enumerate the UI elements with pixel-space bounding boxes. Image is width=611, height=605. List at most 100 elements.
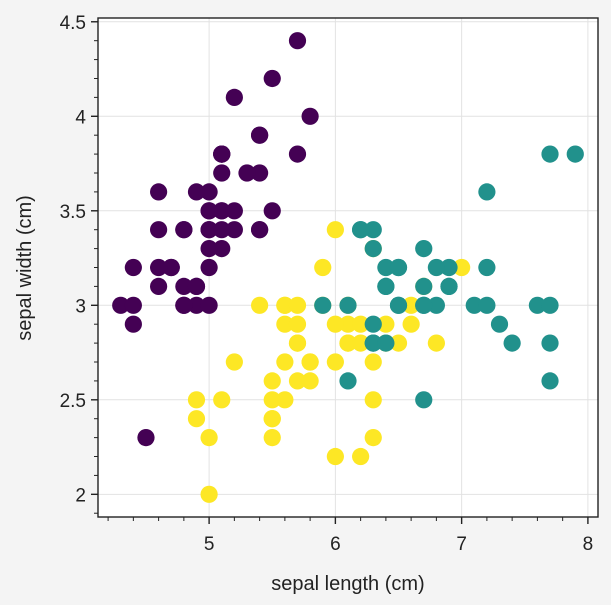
scatter-point — [326, 315, 344, 333]
scatter-point — [175, 221, 193, 239]
plot-background — [98, 18, 598, 517]
scatter-point — [175, 296, 193, 314]
scatter-point — [288, 296, 307, 314]
scatter-point — [213, 221, 231, 239]
scatter-point — [402, 296, 420, 314]
scatter-point — [200, 202, 218, 220]
scatter-point — [352, 447, 370, 466]
scatter-point — [162, 258, 180, 277]
scatter-point — [301, 372, 319, 390]
y-tick-label: 3 — [75, 296, 86, 317]
scatter-point — [389, 296, 408, 314]
scatter-point — [150, 258, 168, 277]
scatter-point — [137, 429, 155, 447]
scatter-point — [478, 183, 496, 201]
scatter-point — [314, 258, 332, 277]
scatter-point — [440, 258, 458, 277]
x-tick-label: 5 — [204, 534, 215, 555]
scatter-point — [352, 315, 370, 333]
y-tick-label: 2.5 — [60, 391, 86, 412]
y-tick-label: 4.5 — [60, 13, 86, 34]
scatter-point — [288, 372, 307, 390]
scatter-point — [415, 239, 433, 258]
scatter-point — [213, 202, 231, 220]
scatter-point — [124, 258, 142, 277]
scatter-point — [288, 334, 307, 352]
scatter-point — [288, 145, 307, 163]
scatter-point — [124, 296, 142, 314]
scatter-point — [263, 410, 281, 428]
scatter-point — [225, 221, 243, 239]
scatter-point — [503, 334, 521, 352]
scatter-point — [124, 315, 142, 333]
scatter-point — [288, 315, 307, 333]
x-tick-label: 8 — [583, 534, 594, 555]
scatter-point — [528, 296, 546, 314]
scatter-point — [276, 315, 294, 333]
scatter-point — [377, 334, 395, 352]
scatter-point — [175, 277, 193, 296]
scatter-point — [150, 277, 168, 296]
scatter-point — [150, 221, 168, 239]
scatter-point — [213, 164, 231, 182]
scatter-point — [377, 315, 395, 333]
scatter-point — [440, 277, 458, 296]
scatter-point — [339, 372, 357, 390]
scatter-point — [352, 221, 370, 239]
scatter-point — [339, 315, 357, 333]
scatter-point — [326, 447, 344, 466]
scatter-point — [200, 183, 218, 201]
scatter-point — [377, 258, 395, 277]
scatter-point — [541, 296, 559, 314]
scatter-point — [200, 221, 218, 239]
scatter-point — [225, 88, 243, 106]
scatter-point — [251, 164, 269, 182]
x-axis-label: sepal length (cm) — [271, 573, 424, 595]
y-tick-label: 2 — [75, 485, 86, 506]
scatter-point — [263, 372, 281, 390]
scatter-point — [364, 315, 382, 333]
x-tick-label: 6 — [330, 534, 341, 555]
scatter-point — [541, 372, 559, 390]
scatter-point — [200, 258, 218, 277]
y-tick-label: 3.5 — [60, 202, 86, 223]
scatter-point — [187, 391, 206, 409]
scatter-point — [225, 353, 243, 371]
scatter-point — [251, 126, 269, 144]
scatter-point — [427, 296, 445, 314]
scatter-point — [112, 296, 130, 314]
scatter-point — [364, 353, 382, 371]
scatter-point — [187, 277, 206, 296]
scatter-point — [541, 334, 559, 352]
scatter-point — [276, 296, 294, 314]
tick-labels: 5 6 7 8 2 2.5 3 3.5 4 4.5 — [60, 13, 594, 555]
axes — [91, 17, 599, 524]
scatter-point — [213, 391, 231, 409]
scatter-point — [389, 334, 408, 352]
scatter-point — [364, 239, 382, 258]
scatter-point — [415, 296, 433, 314]
scatter-point — [225, 202, 243, 220]
scatter-point — [478, 296, 496, 314]
scatter-point — [465, 296, 483, 314]
scatter-point — [566, 145, 584, 163]
scatter-point — [288, 32, 307, 50]
scatter-point — [200, 485, 218, 503]
y-tick-label: 4 — [75, 107, 86, 128]
scatter-point — [200, 239, 218, 258]
scatter-point — [402, 315, 420, 333]
scatter-point — [415, 277, 433, 296]
scatter-point — [339, 334, 357, 352]
gridlines — [98, 18, 598, 517]
scatter-point — [251, 296, 269, 314]
scatter-point — [364, 221, 382, 239]
scatter-point — [364, 391, 382, 409]
scatter-point — [453, 258, 471, 277]
scatter-point — [251, 221, 269, 239]
scatter-point — [364, 334, 382, 352]
scatter-point — [339, 296, 357, 314]
scatter-point — [478, 258, 496, 277]
scatter-point — [276, 353, 294, 371]
scatter-point — [301, 107, 319, 125]
